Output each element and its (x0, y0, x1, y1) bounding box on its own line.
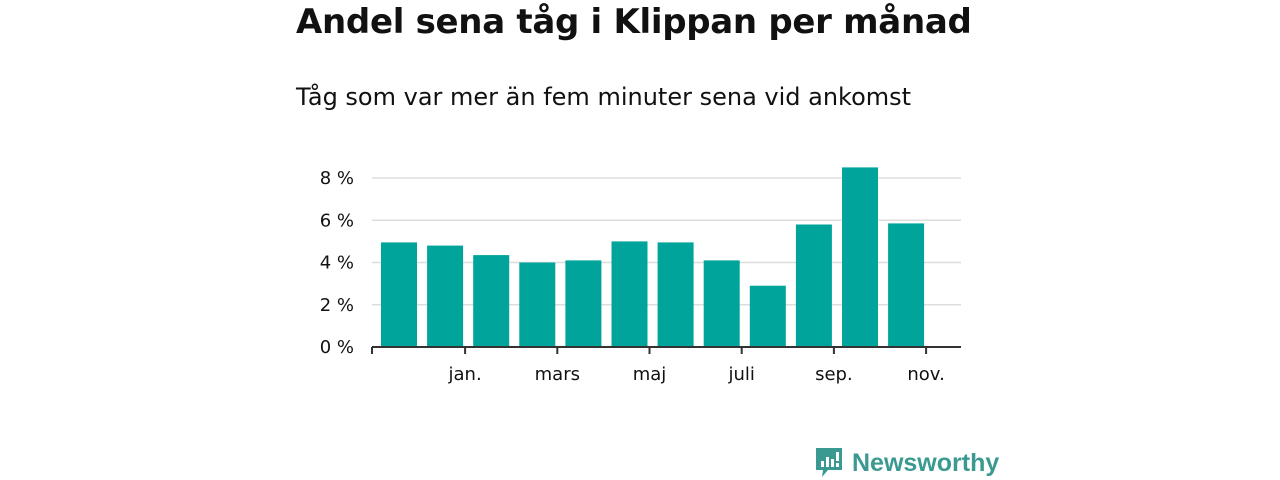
bar-maj (611, 241, 648, 347)
newsworthy-logo-icon (816, 448, 842, 477)
bar-dec (381, 242, 417, 347)
x-tick-label: sep. (815, 364, 853, 385)
bar-juli (703, 260, 740, 347)
bars (381, 167, 925, 347)
bar-aug (749, 285, 786, 347)
y-tick-label: 8 % (320, 168, 354, 189)
x-tick-label: juli (727, 364, 754, 385)
x-tick-label: nov. (907, 364, 944, 385)
chart-subtitle: Tåg som var mer än fem minuter sena vid … (296, 83, 912, 111)
newsworthy-logo: Newsworthy (814, 446, 999, 480)
x-tick-label: mars (535, 364, 580, 385)
x-tick-label: jan. (448, 364, 482, 385)
bar-feb (473, 255, 510, 347)
y-tick-label: 0 % (320, 337, 354, 358)
bar-okt (842, 167, 878, 347)
y-axis-tick-labels: 0 % 2 % 4 % 6 % 8 % (320, 168, 354, 358)
bar-mars (519, 262, 556, 347)
bar-chart: 0 % 2 % 4 % 6 % 8 % jan. mars maj juli sep. nov. (320, 167, 961, 385)
chart-title: Andel sena tåg i Klippan per månad (296, 2, 972, 42)
y-tick-label: 4 % (320, 253, 354, 274)
bar-nov (888, 223, 925, 347)
x-axis-ticks: jan. mars maj juli sep. nov. (371, 347, 945, 385)
y-tick-label: 6 % (320, 210, 354, 231)
bar-jan (427, 245, 464, 347)
bar-sep (795, 224, 832, 347)
brand-name: Newsworthy (852, 448, 1000, 477)
bar-juni (657, 242, 694, 347)
bar-apr (565, 260, 602, 347)
y-tick-label: 2 % (320, 295, 354, 316)
x-tick-label: maj (633, 364, 667, 385)
